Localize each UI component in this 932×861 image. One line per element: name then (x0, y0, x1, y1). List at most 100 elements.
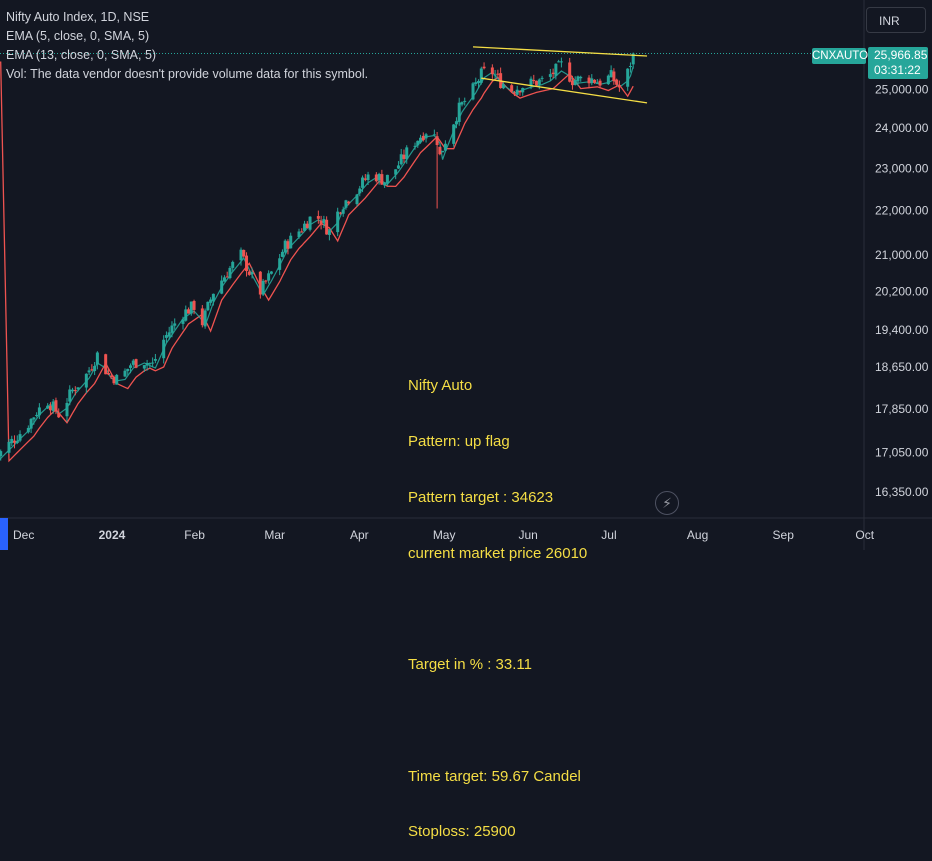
candle-body (126, 368, 130, 372)
candle-body (200, 308, 204, 326)
candle-body (131, 360, 135, 365)
candle-body (0, 451, 3, 457)
candle-body (518, 91, 522, 93)
candle-body (460, 102, 464, 105)
candle-body (26, 427, 30, 433)
candle-body (347, 201, 351, 204)
candle-body (145, 362, 149, 366)
legend-title[interactable]: Nifty Auto Index, 1D, NSE (6, 10, 150, 24)
candle-body (32, 417, 36, 420)
candle-body (167, 332, 171, 337)
candle-body (363, 178, 367, 180)
lightning-icon[interactable]: ⚡ (655, 491, 679, 515)
legend-volume[interactable]: Vol: The data vendor doesn't provide vol… (6, 67, 369, 81)
candle-body (104, 354, 108, 375)
candle-body (192, 300, 196, 310)
candle-body (598, 80, 602, 86)
candle-body (479, 68, 483, 83)
candle-body (261, 280, 265, 295)
x-tick-label: Aug (687, 528, 708, 542)
candle-body (87, 370, 91, 373)
candle-body (454, 121, 458, 125)
candle-body (573, 80, 577, 85)
candle-body (278, 258, 282, 270)
candle-body (162, 339, 166, 359)
y-tick-label: 18,650.00 (875, 360, 929, 374)
candle-body (209, 299, 213, 303)
candle-body (37, 407, 41, 416)
candle-body (341, 209, 345, 214)
candle-body (283, 240, 287, 253)
candle-body (54, 400, 58, 412)
legend-ema5[interactable]: EMA (5, close, 0, SMA, 5) (6, 29, 150, 43)
candle-body (228, 267, 232, 279)
annotation-stoploss: Stoploss: 25900 (408, 823, 516, 841)
candle-body (300, 231, 304, 233)
candle-body (231, 261, 235, 268)
candle-body (413, 145, 417, 147)
annotation-spacer (408, 712, 587, 731)
candle-body (515, 89, 519, 95)
candle-body (245, 255, 249, 272)
candle-body (570, 80, 574, 86)
candle-body (181, 319, 185, 324)
annotation-spacer (408, 600, 587, 619)
candle-body (606, 75, 610, 85)
candle-body (338, 212, 342, 214)
candle-body (532, 80, 536, 82)
time-axis-range-marker (0, 518, 8, 550)
candle-body (203, 310, 207, 327)
candle-body (482, 66, 486, 69)
last-price: 25,966.85 (874, 48, 928, 62)
bar-countdown: 03:31:22 (874, 63, 921, 77)
candle-body (443, 143, 447, 151)
candle-body (537, 79, 541, 85)
candle-body (501, 84, 505, 89)
candle-body (84, 373, 88, 388)
candle-body (153, 359, 157, 361)
y-tick-label: 21,000.00 (875, 248, 929, 262)
candle-body (399, 154, 403, 165)
legend-ema13[interactable]: EMA (13, close, 0, SMA, 5) (6, 48, 157, 62)
chart-legend: Nifty Auto Index, 1D, NSE EMA (5, close,… (6, 8, 368, 84)
candle-body (280, 251, 284, 257)
candle-body (267, 273, 271, 281)
candle-body (189, 301, 193, 314)
candle-body (529, 78, 533, 87)
candle-body (319, 220, 323, 224)
candle-body (222, 277, 226, 282)
candle-body (396, 165, 400, 169)
candle-body (557, 61, 561, 63)
candle-body (568, 62, 572, 82)
currency-button[interactable]: INR (866, 7, 926, 33)
x-tick-label: Apr (350, 528, 369, 542)
candle-body (628, 66, 632, 68)
ema5-line (0, 66, 634, 460)
candle-body (416, 140, 420, 146)
candle-body (612, 71, 616, 82)
candle-body (405, 147, 409, 160)
candle-body (220, 280, 224, 294)
x-tick-label: Oct (855, 528, 874, 542)
x-tick-label: Mar (264, 528, 285, 542)
candle-body (327, 230, 331, 235)
candle-body (90, 369, 94, 371)
last-price-tag: 25,966.85 03:31:22 (868, 47, 928, 79)
candle-body (206, 301, 210, 311)
candle-body (554, 63, 558, 76)
pattern-annotation[interactable]: Nifty Auto Pattern: up flag Pattern targ… (408, 340, 587, 861)
candlesticks (0, 52, 635, 461)
candle-body (170, 325, 174, 333)
candle-body (595, 82, 599, 84)
price-chart[interactable]: 16,350.00 17,050.00 17,850.00 18,650.00 19,4… (0, 0, 932, 550)
candle-body (303, 223, 307, 231)
candle-body (377, 173, 381, 181)
candle-body (587, 77, 591, 84)
candle-body (286, 241, 290, 249)
candle-body (421, 135, 425, 141)
candle-body (590, 78, 594, 84)
candle-body (477, 80, 481, 84)
y-tick-label: 20,200.00 (875, 285, 929, 299)
candle-body (239, 249, 243, 261)
axes: 16,350.00 17,050.00 17,850.00 18,650.00 19,4… (0, 0, 932, 550)
